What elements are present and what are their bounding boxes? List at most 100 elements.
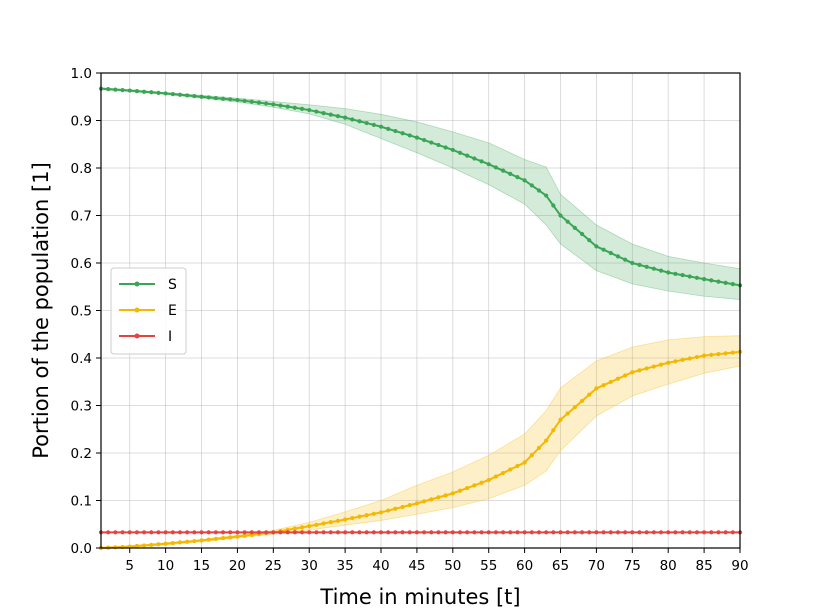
point-E — [235, 534, 240, 539]
point-S — [120, 88, 125, 93]
point-E — [357, 514, 362, 519]
point-E — [192, 538, 197, 544]
point-S — [163, 91, 168, 96]
point-S — [271, 102, 276, 107]
point-E — [213, 536, 218, 541]
point-S — [414, 135, 420, 140]
point-I — [709, 530, 714, 535]
point-I — [156, 530, 161, 535]
point-S — [177, 92, 183, 97]
point-E — [429, 497, 434, 502]
point-E — [177, 540, 183, 545]
point-I — [364, 530, 369, 535]
point-E — [185, 539, 190, 544]
point-S — [393, 128, 398, 134]
point-I — [113, 530, 118, 535]
point-S — [565, 219, 570, 224]
point-S — [544, 193, 549, 198]
point-S — [299, 106, 305, 112]
point-S — [630, 260, 635, 266]
point-S — [185, 93, 190, 98]
point-I — [407, 530, 412, 535]
point-I — [615, 530, 621, 535]
point-I — [457, 530, 463, 535]
y-tick-label: 1.0 — [71, 66, 92, 82]
point-E — [156, 542, 161, 547]
point-S — [723, 280, 728, 285]
point-S — [601, 247, 606, 252]
point-S — [292, 105, 297, 110]
point-I — [357, 530, 362, 535]
x-tick-label: 25 — [265, 558, 282, 574]
point-I — [170, 530, 175, 535]
point-E — [364, 513, 369, 518]
point-S — [522, 178, 527, 183]
point-E — [421, 499, 427, 504]
point-I — [271, 530, 276, 535]
point-E — [637, 368, 642, 373]
point-S — [680, 273, 685, 278]
point-I — [572, 530, 577, 535]
point-S — [378, 124, 384, 129]
point-I — [644, 530, 649, 535]
point-S — [730, 281, 735, 287]
point-I — [228, 530, 233, 535]
point-I — [529, 530, 534, 535]
point-S — [529, 183, 534, 188]
point-I — [579, 530, 585, 535]
point-I — [702, 530, 707, 535]
point-S — [285, 104, 290, 109]
x-tick-label: 45 — [408, 558, 425, 574]
point-I — [443, 530, 448, 535]
point-I — [436, 530, 441, 535]
point-E — [457, 488, 463, 493]
point-E — [709, 352, 714, 357]
legend-label-E: E — [168, 303, 177, 319]
axis-ticks: 5 10 15 20 25 30 35 40 45 50 55 60 65 70 75 80 85 90 0.0 0.… — [71, 66, 749, 574]
point-E — [572, 405, 577, 410]
point-I — [680, 530, 685, 535]
point-E — [292, 526, 297, 531]
point-I — [694, 530, 700, 535]
point-E — [371, 511, 376, 516]
point-E — [242, 533, 247, 538]
point-E — [579, 398, 585, 404]
x-tick-label: 50 — [444, 558, 461, 574]
point-I — [687, 530, 692, 535]
confidence-bands — [100, 87, 741, 549]
point-S — [658, 268, 664, 273]
point-S — [608, 250, 613, 256]
point-E — [623, 373, 628, 378]
point-I — [486, 530, 491, 535]
point-E — [343, 517, 348, 522]
point-I — [393, 530, 398, 535]
point-E — [529, 453, 534, 458]
point-S — [350, 117, 355, 122]
point-E — [134, 543, 139, 549]
point-S — [156, 90, 161, 95]
point-S — [709, 278, 714, 283]
point-S — [134, 89, 139, 94]
point-I — [220, 530, 226, 535]
point-S — [307, 107, 312, 113]
point-S — [500, 168, 506, 173]
point-I — [465, 530, 470, 535]
point-E — [113, 545, 118, 550]
point-S — [515, 175, 520, 180]
point-I — [558, 530, 563, 535]
y-tick-label: 0.1 — [71, 494, 92, 510]
point-S — [716, 279, 721, 284]
point-I — [350, 530, 355, 535]
point-S — [479, 159, 484, 164]
point-I — [213, 530, 218, 535]
point-E — [702, 353, 707, 358]
point-I — [141, 530, 147, 535]
point-I — [299, 530, 305, 535]
point-S — [443, 145, 448, 150]
y-tick-label: 0.4 — [71, 351, 92, 367]
x-tick-label: 80 — [660, 558, 677, 574]
point-I — [285, 530, 290, 535]
point-S — [407, 133, 412, 138]
x-axis-title: Time in minutes [t] — [319, 585, 520, 609]
point-I — [307, 530, 312, 535]
